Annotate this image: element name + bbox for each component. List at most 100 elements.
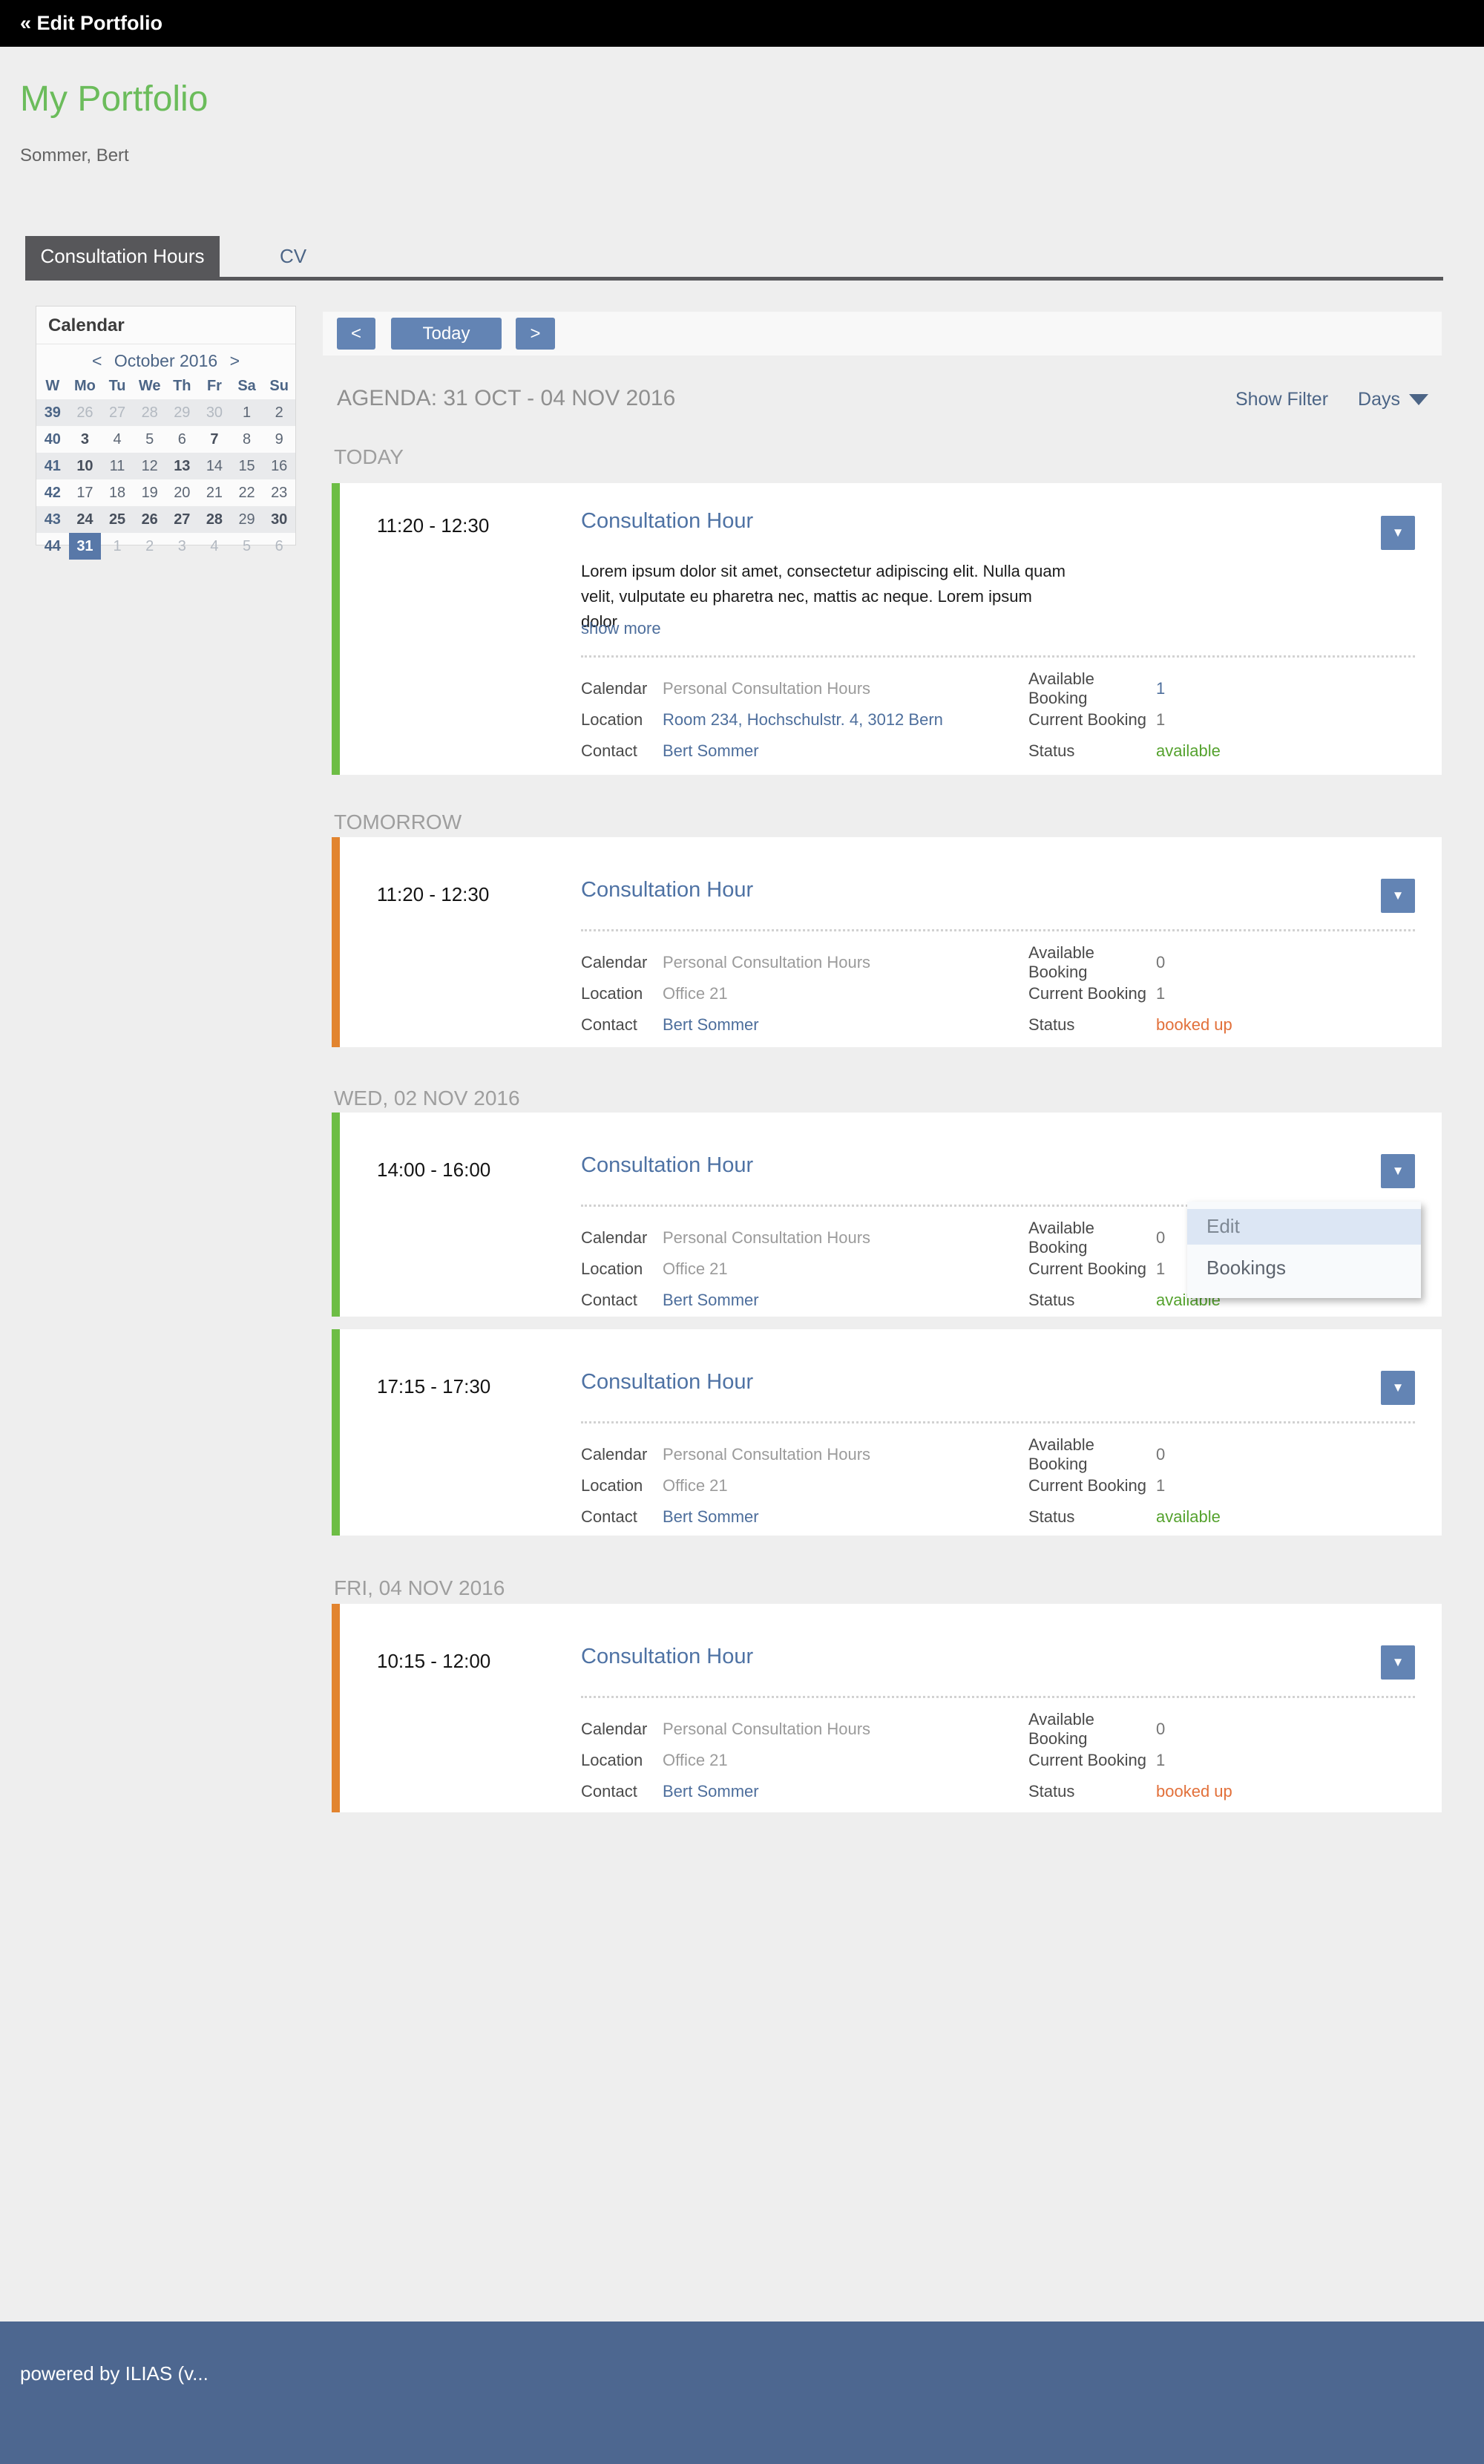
card-actions-button[interactable]: ▼ bbox=[1381, 1154, 1415, 1188]
week-number[interactable]: 40 bbox=[44, 430, 61, 448]
appointment-title[interactable]: Consultation Hour bbox=[581, 878, 754, 902]
week-number[interactable]: 44 bbox=[44, 537, 61, 554]
caret-down-icon: ▼ bbox=[1391, 1655, 1405, 1669]
appointment-title[interactable]: Consultation Hour bbox=[581, 1645, 754, 1668]
footer: powered by ILIAS (v... bbox=[0, 2322, 1484, 2464]
calendar-day[interactable]: 3 bbox=[177, 537, 186, 554]
calendar-day[interactable]: 12 bbox=[141, 457, 158, 474]
back-to-edit-portfolio-link[interactable]: « Edit Portfolio bbox=[20, 12, 162, 34]
week-number[interactable]: 43 bbox=[44, 511, 61, 528]
calendar-day[interactable]: 2 bbox=[275, 404, 283, 421]
appointment-time: 17:15 - 17:30 bbox=[377, 1375, 491, 1398]
status-value: booked up bbox=[1156, 1015, 1232, 1034]
calendar-day[interactable]: 29 bbox=[238, 511, 255, 528]
tab-cv[interactable]: CV bbox=[279, 245, 307, 267]
calendar-day[interactable]: 4 bbox=[113, 430, 122, 448]
week-number[interactable]: 39 bbox=[44, 404, 61, 421]
calendar-day[interactable]: 16 bbox=[271, 457, 288, 474]
today-button[interactable]: Today bbox=[391, 318, 502, 350]
calendar-day[interactable]: 28 bbox=[206, 511, 223, 528]
detail-row: Calendar Personal Consultation Hours Ava… bbox=[581, 943, 1415, 981]
calendar-day[interactable]: 10 bbox=[76, 457, 93, 474]
calendar-day[interactable]: 2 bbox=[145, 537, 154, 554]
appointment-title[interactable]: Consultation Hour bbox=[581, 1153, 754, 1177]
calendar-next-month-arrow[interactable]: > bbox=[229, 351, 240, 370]
calendar-day[interactable]: 15 bbox=[238, 457, 255, 474]
contact-value[interactable]: Bert Sommer bbox=[663, 1782, 759, 1801]
calendar-day[interactable]: 4 bbox=[210, 537, 219, 554]
calendar-day[interactable]: 24 bbox=[76, 511, 93, 528]
show-more-link[interactable]: show more bbox=[581, 619, 661, 638]
calendar-day[interactable]: 27 bbox=[174, 511, 191, 528]
calendar-day[interactable]: 29 bbox=[174, 404, 191, 421]
week-number[interactable]: 42 bbox=[44, 484, 61, 501]
appointment-card: 10:15 - 12:00 Consultation Hour ▼ Calend… bbox=[332, 1604, 1442, 1812]
calendar-day[interactable]: 25 bbox=[108, 511, 126, 528]
calendar-day[interactable]: 23 bbox=[271, 484, 288, 501]
location-value: Office 21 bbox=[663, 1259, 728, 1278]
calendar-day[interactable]: 18 bbox=[108, 484, 126, 501]
days-dropdown-label: Days bbox=[1358, 389, 1400, 410]
calendar-month-label: October 2016 bbox=[114, 351, 218, 370]
days-dropdown[interactable]: Days bbox=[1358, 389, 1428, 410]
calendar-col-sa: Sa bbox=[237, 378, 256, 394]
appointment-title[interactable]: Consultation Hour bbox=[581, 509, 754, 533]
appointment-title[interactable]: Consultation Hour bbox=[581, 1370, 754, 1394]
contact-value[interactable]: Bert Sommer bbox=[663, 1015, 759, 1034]
next-period-button[interactable]: > bbox=[516, 318, 555, 350]
available-booking-label: Available Booking bbox=[1028, 1435, 1094, 1473]
calendar-day-selected[interactable]: 31 bbox=[68, 533, 102, 560]
calendar-day[interactable]: 19 bbox=[141, 484, 158, 501]
calendar-day[interactable]: 7 bbox=[210, 430, 219, 448]
calendar-day[interactable]: 17 bbox=[76, 484, 93, 501]
calendar-day[interactable]: 27 bbox=[108, 404, 126, 421]
calendar-day[interactable]: 28 bbox=[141, 404, 158, 421]
calendar-day[interactable]: 8 bbox=[243, 430, 252, 448]
top-bar: « Edit Portfolio bbox=[0, 0, 1484, 47]
calendar-day[interactable]: 30 bbox=[271, 511, 288, 528]
contact-value[interactable]: Bert Sommer bbox=[663, 1507, 759, 1526]
calendar-day[interactable]: 6 bbox=[275, 537, 283, 554]
mini-calendar: W Mo Tu We Th Fr Sa Su 39 26 27 28 29 30… bbox=[36, 374, 295, 560]
calendar-day[interactable]: 26 bbox=[76, 404, 93, 421]
show-filter-link[interactable]: Show Filter bbox=[1235, 389, 1329, 410]
calendar-day[interactable]: 5 bbox=[145, 430, 154, 448]
calendar-day[interactable]: 22 bbox=[238, 484, 255, 501]
availability-accent-bar bbox=[332, 1113, 340, 1317]
calendar-day[interactable]: 11 bbox=[109, 457, 125, 474]
card-actions-button[interactable]: ▼ bbox=[1381, 1371, 1415, 1405]
tab-consultation-hours[interactable]: Consultation Hours bbox=[25, 236, 220, 277]
appointment-details: Calendar Personal Consultation Hours Ava… bbox=[581, 943, 1415, 1041]
calendar-day[interactable]: 14 bbox=[206, 457, 223, 474]
calendar-day[interactable]: 26 bbox=[141, 511, 158, 528]
calendar-prev-month-arrow[interactable]: < bbox=[91, 351, 102, 370]
prev-period-button[interactable]: < bbox=[337, 318, 375, 350]
card-actions-button[interactable]: ▼ bbox=[1381, 516, 1415, 550]
calendar-day[interactable]: 9 bbox=[275, 430, 283, 448]
calendar-day[interactable]: 21 bbox=[206, 484, 223, 501]
contact-value[interactable]: Bert Sommer bbox=[663, 741, 759, 760]
agenda-toolbar: < Today > bbox=[323, 312, 1442, 355]
appointment-card: 11:20 - 12:30 Consultation Hour ▼ Lorem … bbox=[332, 483, 1442, 775]
agenda-controls: Show Filter Days bbox=[1235, 389, 1428, 410]
calendar-day[interactable]: 3 bbox=[80, 430, 89, 448]
calendar-day[interactable]: 1 bbox=[113, 537, 122, 554]
calendar-day[interactable]: 1 bbox=[243, 404, 252, 421]
card-actions-button[interactable]: ▼ bbox=[1381, 879, 1415, 913]
menu-item-bookings[interactable]: Bookings bbox=[1206, 1256, 1286, 1279]
calendar-day[interactable]: 20 bbox=[174, 484, 191, 501]
calendar-day[interactable]: 13 bbox=[174, 457, 191, 474]
card-actions-button[interactable]: ▼ bbox=[1381, 1645, 1415, 1680]
contact-label: Contact bbox=[581, 1782, 637, 1801]
location-value[interactable]: Room 234, Hochschulstr. 4, 3012 Bern bbox=[663, 710, 943, 729]
week-number[interactable]: 41 bbox=[44, 457, 61, 474]
appointment-details: Calendar Personal Consultation Hours Ava… bbox=[581, 1219, 1415, 1316]
calendar-day[interactable]: 5 bbox=[243, 537, 252, 554]
contact-value[interactable]: Bert Sommer bbox=[663, 1291, 759, 1309]
calendar-day[interactable]: 6 bbox=[177, 430, 186, 448]
available-booking-value[interactable]: 1 bbox=[1156, 679, 1166, 698]
powered-by-ilias-link[interactable]: powered by ILIAS (v... bbox=[20, 2362, 209, 2385]
menu-item-edit[interactable]: Edit bbox=[1187, 1209, 1421, 1245]
calendar-col-su: Su bbox=[269, 378, 289, 394]
calendar-day[interactable]: 30 bbox=[206, 404, 223, 421]
